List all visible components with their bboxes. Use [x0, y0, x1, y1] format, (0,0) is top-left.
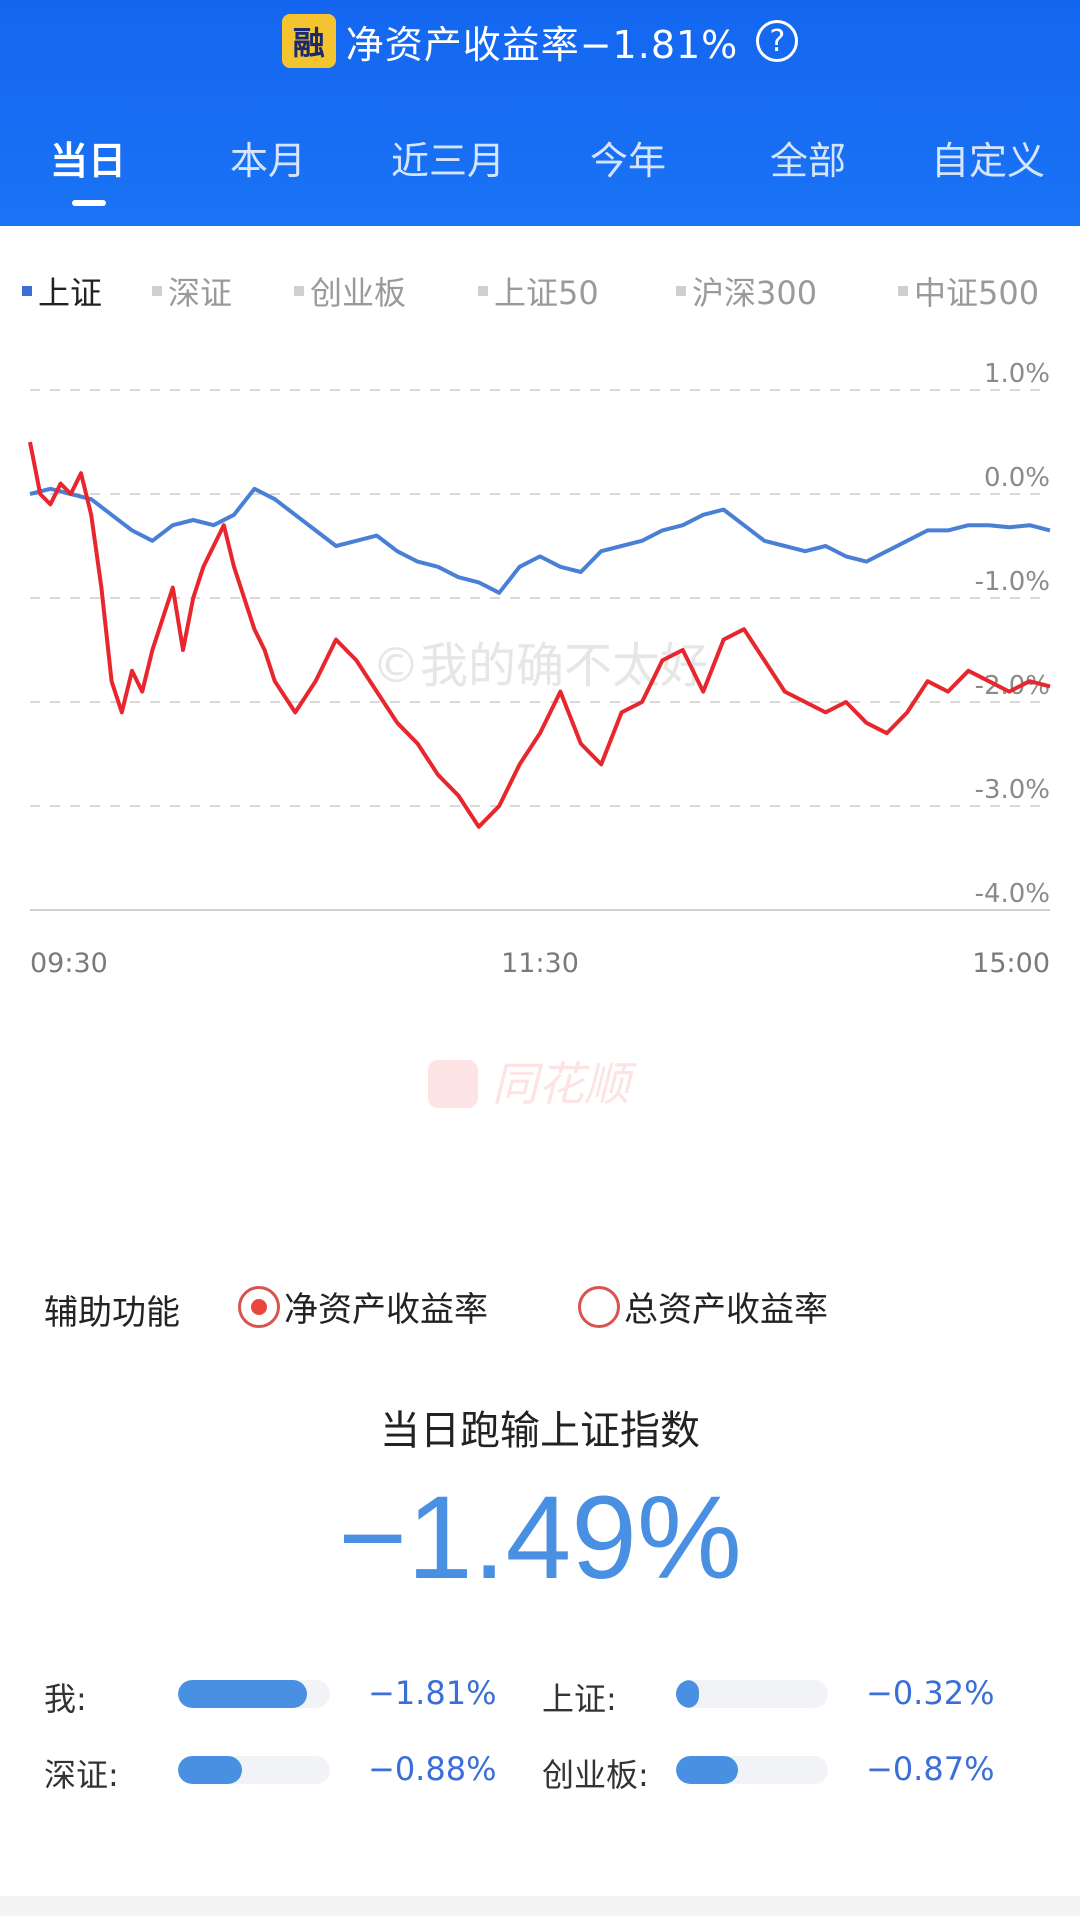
watermark-brand: 同花顺: [492, 1057, 638, 1111]
x-tick-label: 09:30: [30, 948, 108, 979]
cmp-bar-shanghai: [676, 1680, 828, 1708]
radio-unselected-icon[interactable]: [578, 1285, 620, 1328]
cmp-label-shanghai: 上证:: [542, 1680, 617, 1718]
series-line-index: [29, 486, 1051, 595]
radio-label: 总资产收益率: [624, 1290, 828, 1330]
aux-function-label: 辅助功能: [44, 1293, 180, 1333]
legend-label: 沪深300: [692, 274, 818, 312]
legend-square-icon: [22, 286, 32, 296]
cmp-fill-shenzhen: [178, 1756, 242, 1784]
cmp-label-shenzhen: 深证:: [44, 1756, 119, 1794]
legend-label: 深证: [168, 274, 233, 312]
question-circle-icon[interactable]: ?: [756, 20, 799, 62]
legend-shenzhen[interactable]: 深证: [152, 268, 232, 314]
summary-title: 当日跑输上证指数: [380, 1408, 700, 1454]
legend-square-icon: [478, 286, 488, 296]
watermark-logo-icon: [428, 1060, 478, 1108]
tab-three-months[interactable]: 近三月: [390, 139, 506, 183]
cmp-bar-shenzhen: [178, 1756, 330, 1784]
tab-today[interactable]: 当日: [49, 139, 127, 183]
cmp-value-shenzhen: −0.88%: [368, 1750, 497, 1788]
legend-square-icon: [676, 286, 686, 296]
active-tab-indicator: [72, 200, 106, 206]
legend-label: 中证500: [914, 274, 1040, 312]
cmp-fill-me: [178, 1680, 308, 1708]
radio-selected-icon[interactable]: [238, 1285, 280, 1328]
summary-value: −1.49%: [338, 1472, 742, 1604]
legend-square-icon: [898, 286, 908, 296]
tab-this-year[interactable]: 今年: [589, 139, 667, 183]
page-title: 净资产收益率−1.81%: [345, 22, 739, 67]
legend-label: 上证: [38, 274, 103, 312]
index-legend: 上证 深证 创业板 上证50 沪深300 中证500: [0, 268, 1080, 312]
cmp-value-chinext: −0.87%: [866, 1750, 995, 1788]
radio-label: 净资产收益率: [284, 1290, 488, 1330]
tab-all[interactable]: 全部: [769, 139, 847, 183]
cmp-value-shanghai: −0.32%: [866, 1674, 995, 1712]
bottom-bar: [0, 1896, 1080, 1916]
legend-shanghai[interactable]: 上证: [22, 268, 102, 314]
y-tick-label: -4.0%: [975, 879, 1050, 909]
header-bar: 融 净资产收益率−1.81% ? 当日 本月 近三月 今年 全部 自定义: [0, 0, 1080, 226]
title-row: 融 净资产收益率−1.81% ?: [0, 14, 1080, 68]
cmp-fill-shanghai: [676, 1680, 699, 1708]
radio-net-asset-return[interactable]: 净资产收益率: [238, 1282, 488, 1331]
period-tabs: 当日 本月 近三月 今年 全部 自定义: [0, 130, 1080, 194]
cmp-bar-me: [178, 1680, 330, 1708]
legend-sse50[interactable]: 上证50: [478, 268, 599, 314]
legend-square-icon: [294, 286, 304, 296]
cmp-fill-chinext: [676, 1756, 739, 1784]
cmp-label-me: 我:: [44, 1680, 87, 1718]
y-tick-label: -2.0%: [975, 671, 1050, 701]
series-line-account: [28, 441, 1051, 829]
legend-chinext[interactable]: 创业板: [294, 268, 406, 314]
y-tick-label: 1.0%: [984, 359, 1050, 389]
y-tick-label: 0.0%: [984, 463, 1050, 493]
legend-csi300[interactable]: 沪深300: [676, 268, 817, 314]
legend-square-icon: [152, 286, 162, 296]
cmp-value-me: −1.81%: [368, 1674, 497, 1712]
legend-csi500[interactable]: 中证500: [898, 268, 1039, 314]
rong-badge: 融: [281, 14, 336, 68]
y-tick-label: -3.0%: [975, 775, 1050, 805]
cmp-bar-chinext: [676, 1756, 828, 1784]
tab-custom[interactable]: 自定义: [930, 139, 1046, 183]
legend-label: 创业板: [310, 274, 407, 312]
y-tick-label: -1.0%: [975, 567, 1050, 597]
x-tick-label: 15:00: [972, 948, 1050, 979]
radio-total-asset-return[interactable]: 总资产收益率: [578, 1282, 828, 1331]
x-tick-label: 11:30: [501, 948, 579, 979]
cmp-label-chinext: 创业板:: [542, 1756, 649, 1794]
return-chart[interactable]: 1.0%0.0%-1.0%-2.0%-3.0%-4.0%©我的确不太好同花顺09…: [0, 340, 1080, 1180]
legend-label: 上证50: [494, 274, 599, 312]
tab-this-month[interactable]: 本月: [229, 139, 307, 183]
